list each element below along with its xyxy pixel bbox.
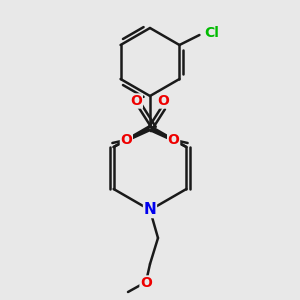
Text: Cl: Cl (204, 26, 219, 40)
Text: N: N (144, 202, 156, 217)
Text: O: O (168, 133, 180, 147)
Text: O: O (140, 276, 152, 290)
Text: O: O (130, 94, 142, 108)
Text: O: O (120, 133, 132, 147)
Text: O: O (158, 94, 170, 108)
